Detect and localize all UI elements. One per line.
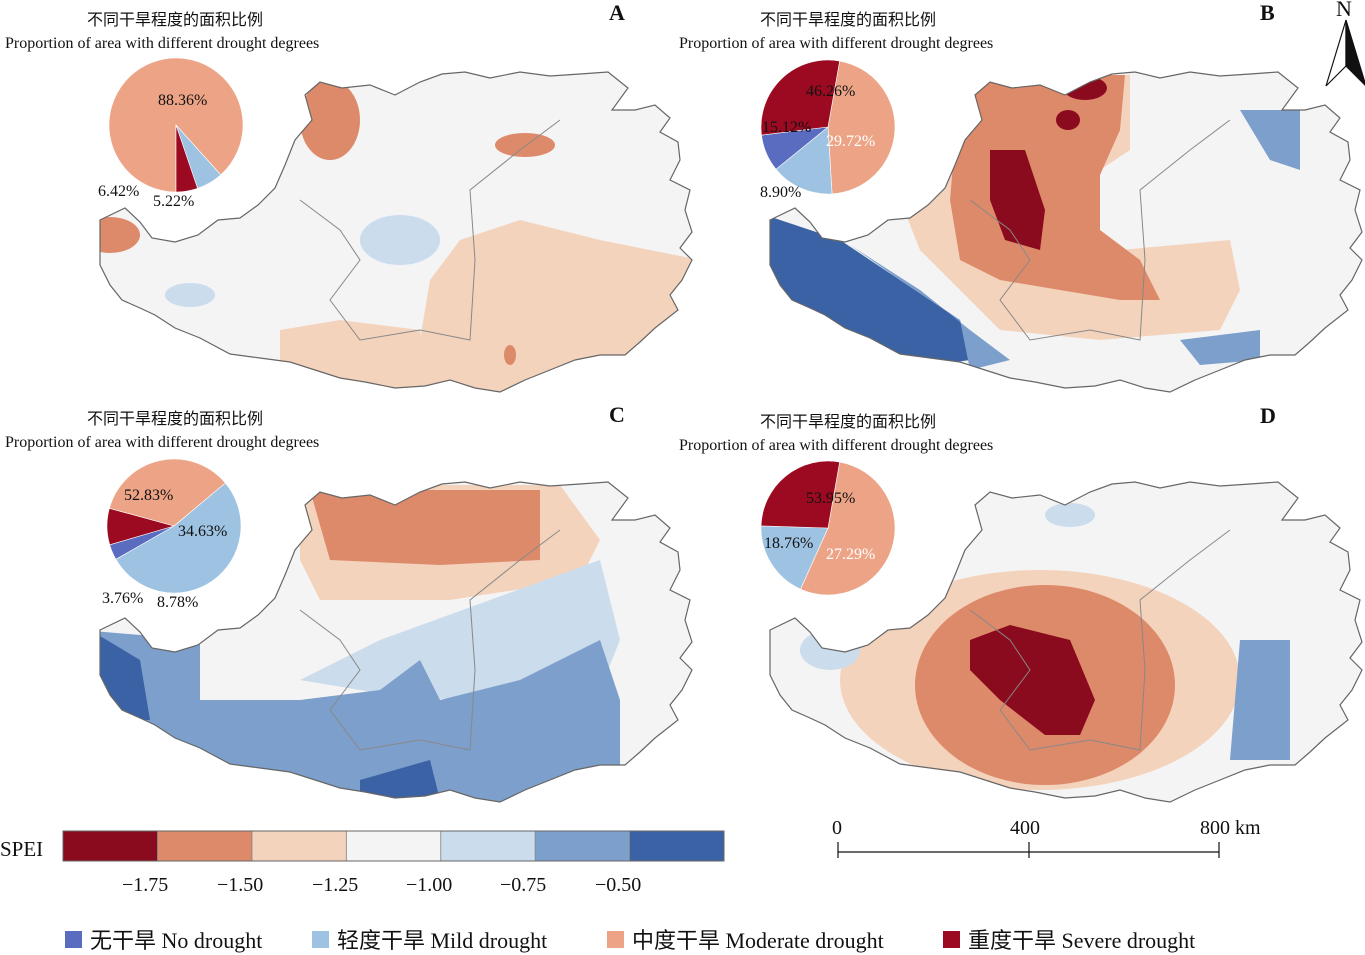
pie-c-label-mild: 52.83% — [124, 487, 174, 504]
pie-slice-severe — [760, 59, 840, 136]
panel-c-title-en: Proportion of area with different drough… — [5, 434, 320, 451]
pie-chart-b — [760, 59, 896, 195]
pie-b-label-moderate: 46.26% — [806, 83, 856, 100]
panel-d-title-en: Proportion of area with different drough… — [679, 437, 994, 454]
legend-swatch-none — [65, 930, 82, 948]
pie-a-label-mild: 6.42% — [98, 183, 140, 200]
pie-chart-c — [106, 458, 242, 594]
pie-b-label-mild: 15.12% — [762, 119, 812, 136]
colorbar-segment — [534, 830, 630, 862]
panel-b-title-cn: 不同干旱程度的面积比例 — [760, 12, 937, 29]
colorbar-title: SPEI — [0, 837, 44, 861]
legend-label: 重度干旱 Severe drought — [968, 928, 1196, 953]
legend-swatch-mild — [312, 930, 329, 948]
scale-bar — [837, 842, 1220, 858]
legend-no-drought: 无干旱 No drought — [65, 926, 263, 953]
colorbar-tick: −1.25 — [312, 874, 359, 896]
legend-severe-drought: 重度干旱 Severe drought — [943, 926, 1196, 953]
colorbar-segment — [251, 830, 347, 862]
panel-d-letter: D — [1260, 403, 1276, 428]
pie-slice-mild — [775, 126, 833, 195]
panel-d-title-cn: 不同干旱程度的面积比例 — [760, 414, 937, 431]
colorbar-tick: −1.50 — [217, 874, 264, 896]
scale-label-800: 800 km — [1200, 817, 1261, 839]
pie-b-label-severe: 29.72% — [826, 133, 876, 150]
pie-chart-d — [760, 460, 896, 596]
colorbar-tick: −1.75 — [122, 874, 169, 896]
pie-slice-mild — [115, 482, 242, 594]
legend-moderate-drought: 中度干旱 Moderate drought — [607, 926, 884, 953]
scale-label-400: 400 — [1010, 817, 1040, 839]
pie-c-label-moderate: 34.63% — [178, 523, 228, 540]
colorbar-segment — [629, 830, 725, 862]
pie-slice-moderate — [109, 458, 226, 527]
pie-c-label-none: 3.76% — [102, 590, 144, 607]
pie-d-label-severe: 27.29% — [826, 546, 876, 563]
colorbar-tick: −0.50 — [595, 874, 642, 896]
pie-d-label-moderate: 53.95% — [806, 490, 856, 507]
colorbar-segment — [62, 830, 158, 862]
pie-c-label-severe: 8.78% — [157, 594, 199, 611]
colorbar-tick: −0.75 — [500, 874, 547, 896]
legend-swatch-severe — [943, 930, 960, 948]
legend-label: 无干旱 No drought — [90, 928, 263, 953]
panel-c-letter: C — [609, 402, 625, 427]
panel-b-letter: B — [1260, 0, 1275, 25]
pie-d-label-mild: 18.76% — [764, 535, 814, 552]
panel-a-title-en: Proportion of area with different drough… — [5, 35, 320, 52]
pie-a-label-severe: 5.22% — [153, 193, 195, 210]
pie-slice-moderate — [800, 461, 896, 596]
panel-c-title-cn: 不同干旱程度的面积比例 — [87, 411, 264, 428]
legend-mild-drought: 轻度干旱 Mild drought — [312, 926, 548, 953]
pie-slice-moderate — [827, 60, 896, 195]
panel-b-title-en: Proportion of area with different drough… — [679, 35, 994, 52]
panel-a-letter: A — [609, 0, 625, 25]
legend-swatch-moderate — [607, 930, 624, 948]
north-label: N — [1336, 0, 1352, 21]
scale-label-0: 0 — [832, 817, 842, 839]
spei-colorbar — [62, 830, 725, 862]
pie-a-label-moderate: 88.36% — [158, 92, 208, 109]
colorbar-tick: −1.00 — [406, 874, 453, 896]
panel-a-title-cn: 不同干旱程度的面积比例 — [87, 12, 264, 29]
pie-chart-a — [108, 57, 244, 193]
legend-label: 中度干旱 Moderate drought — [632, 928, 884, 953]
pie-b-label-none: 8.90% — [760, 184, 802, 201]
pie-slice-severe — [760, 460, 840, 529]
colorbar-segment — [345, 830, 442, 862]
colorbar-segment — [440, 830, 536, 862]
colorbar-segment — [157, 830, 253, 862]
north-arrow-icon — [1325, 19, 1365, 87]
pie-slice-mild — [760, 525, 829, 590]
pie-slice-severe — [175, 124, 198, 193]
legend-label: 轻度干旱 Mild drought — [337, 928, 548, 953]
